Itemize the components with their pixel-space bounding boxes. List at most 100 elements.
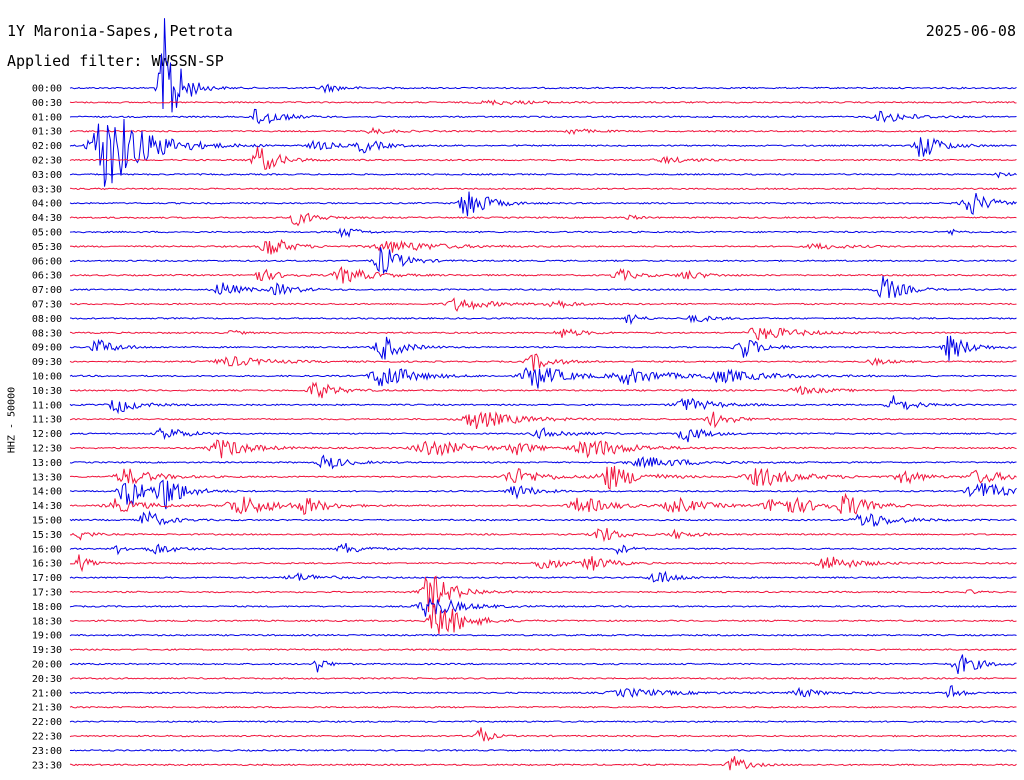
trace-line [69,597,1017,617]
trace-line [70,427,1017,443]
trace-line [69,727,1017,742]
trace-line [69,439,1017,459]
trace-line [69,187,1017,191]
time-label: 13:30 [32,472,62,483]
trace-line [70,265,1017,284]
trace-line [69,575,1017,613]
time-label: 17:00 [32,573,62,584]
trace-line [69,720,1017,723]
time-label: 22:00 [32,717,62,728]
time-label: 10:00 [32,372,62,383]
time-label: 15:30 [32,530,62,541]
time-label: 03:00 [32,170,62,181]
trace-line [69,108,1017,125]
time-label: 19:30 [32,645,62,656]
time-label: 16:00 [32,544,62,555]
time-label: 12:00 [32,429,62,440]
trace-line [69,492,1017,516]
trace-line [69,570,1017,583]
trace-line [69,227,1017,239]
time-label: 06:30 [32,271,62,282]
time-label: 21:00 [32,688,62,699]
time-label: 04:00 [32,199,62,210]
time-label: 06:00 [32,256,62,267]
time-label: 11:00 [32,400,62,411]
time-label: 09:00 [32,343,62,354]
trace-line [69,146,1017,171]
trace-line [70,677,1017,680]
date-label: 2025-06-08 [925,22,1016,40]
time-label: 08:30 [32,328,62,339]
trace-line [69,353,1017,371]
time-label: 09:30 [32,357,62,368]
time-label: 05:00 [32,228,62,239]
time-label: 13:00 [32,458,62,469]
time-label: 12:30 [32,444,62,455]
trace-line [69,554,1017,573]
trace-line [69,411,1017,430]
time-label: 14:00 [32,487,62,498]
time-label: 22:30 [32,732,62,743]
trace-line [69,381,1017,399]
trace-line [70,528,1017,543]
trace-line [69,212,1017,227]
trace-line [69,18,1017,113]
time-label: 23:00 [32,746,62,757]
trace-line [69,275,1017,299]
time-label: 05:30 [32,242,62,253]
trace-line [69,247,1017,275]
trace-line [69,479,1017,510]
time-label: 17:30 [32,588,62,599]
trace-line [69,705,1017,709]
trace-line [69,335,1017,361]
trace-line [69,297,1017,312]
trace-line [69,542,1017,556]
time-label: 01:30 [32,127,62,138]
trace-line [69,327,1017,341]
trace-line [69,171,1017,179]
trace-line [69,756,1017,771]
trace-line [69,633,1017,637]
time-label: 07:00 [32,285,62,296]
time-label: 14:30 [32,501,62,512]
time-label: 18:30 [32,616,62,627]
trace-line [69,465,1017,490]
time-label: 21:30 [32,703,62,714]
time-label: 01:00 [32,112,62,123]
trace-line [69,314,1017,326]
time-label: 08:00 [32,314,62,325]
time-label: 00:00 [32,84,62,95]
time-label: 23:30 [32,760,62,771]
time-label: 15:00 [32,516,62,527]
trace-line [69,238,1017,255]
time-label: 20:00 [32,660,62,671]
time-label: 16:30 [32,559,62,570]
trace-line [69,648,1017,651]
filter-label: Applied filter: WWSSN-SP [7,52,224,70]
time-label: 03:30 [32,184,62,195]
trace-line [69,395,1017,415]
trace-line [69,191,1017,217]
trace-line [69,603,1017,635]
trace-line [69,654,1017,675]
time-label: 18:00 [32,602,62,613]
trace-line [69,749,1017,752]
time-label: 02:00 [32,141,62,152]
time-label: 20:30 [32,674,62,685]
trace-line [69,510,1017,527]
trace-line [69,367,1017,389]
trace-line [69,126,1017,136]
time-label: 04:30 [32,213,62,224]
trace-line [69,454,1017,470]
trace-line [69,118,1017,187]
time-label: 00:30 [32,98,62,109]
time-label: 11:30 [32,415,62,426]
station-title: 1Y Maronia-Sapes, Petrota [7,22,233,40]
time-label: 02:30 [32,156,62,167]
time-label: 19:00 [32,631,62,642]
time-label: 10:30 [32,386,62,397]
trace-line [69,99,1017,107]
time-label: 07:30 [32,300,62,311]
trace-line [69,685,1017,699]
